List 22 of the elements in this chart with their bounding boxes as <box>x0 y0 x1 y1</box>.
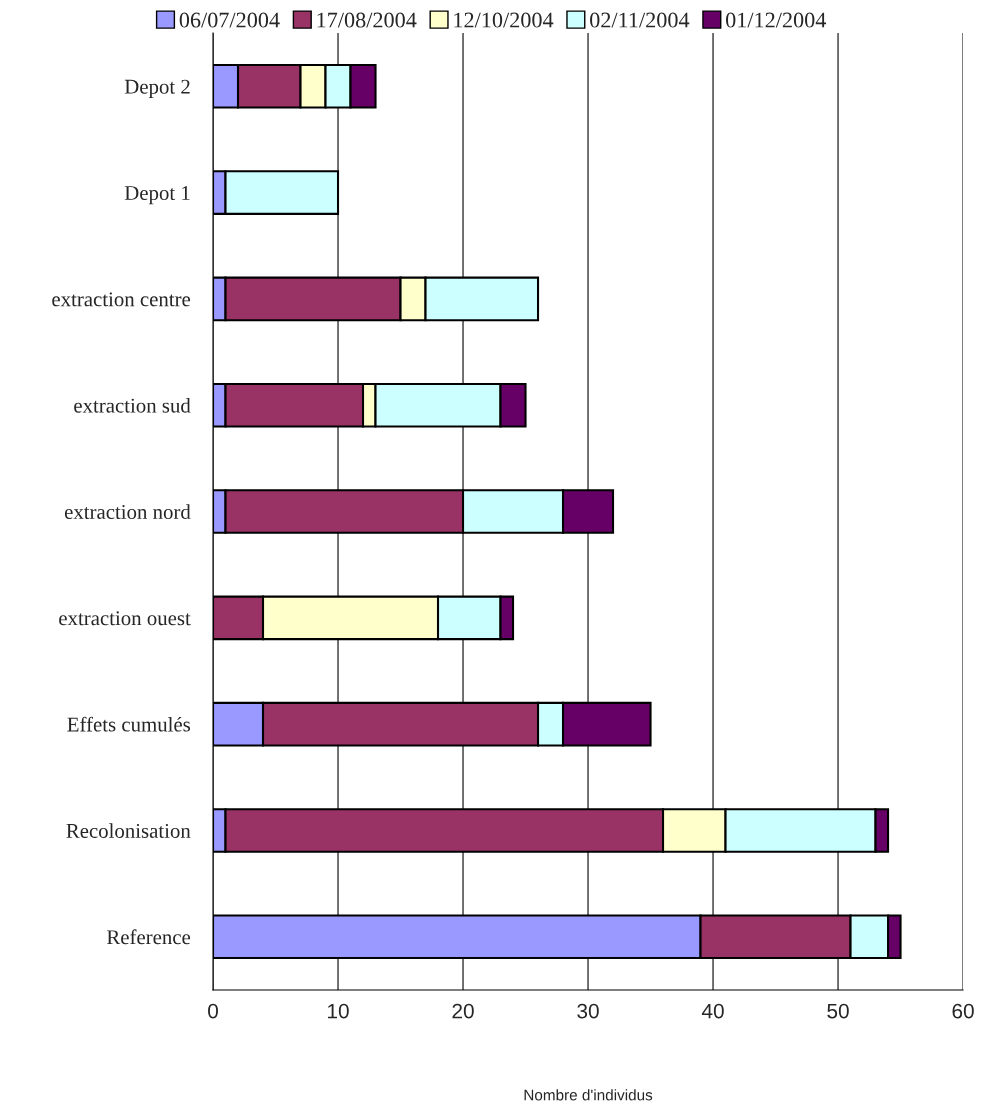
y-tick-label: extraction ouest <box>59 611 191 626</box>
x-tick-label: 30 <box>577 1003 599 1019</box>
y-tick-label: extraction nord <box>64 504 191 519</box>
x-tick-label: 10 <box>328 1003 349 1019</box>
x-tick-label: 20 <box>452 1003 474 1019</box>
x-axis-title: Nombre d'individus <box>524 1089 653 1101</box>
legend-label: 12/10/2004 <box>454 12 554 28</box>
y-tick-label: Effets cumulés <box>67 716 191 732</box>
y-tick-label: Recolonisation <box>66 823 191 838</box>
y-tick-label: Reference <box>106 929 191 945</box>
legend-label: 01/12/2004 <box>726 12 827 28</box>
x-tick-label: 0 <box>208 1003 218 1019</box>
y-tick-label: extraction centre <box>52 292 191 307</box>
y-tick-label: Depot 1 <box>124 186 190 205</box>
x-tick-label: 50 <box>827 1003 849 1019</box>
x-tick-label: 40 <box>701 1003 724 1019</box>
y-tick-label: Depot 2 <box>124 79 190 98</box>
x-tick-label: 60 <box>952 1003 974 1019</box>
legend-label: 17/08/2004 <box>317 12 417 28</box>
y-tick-label: extraction sud <box>74 397 191 413</box>
legend-label: 06/07/2004 <box>179 12 280 28</box>
legend-label: 02/11/2004 <box>590 12 690 28</box>
